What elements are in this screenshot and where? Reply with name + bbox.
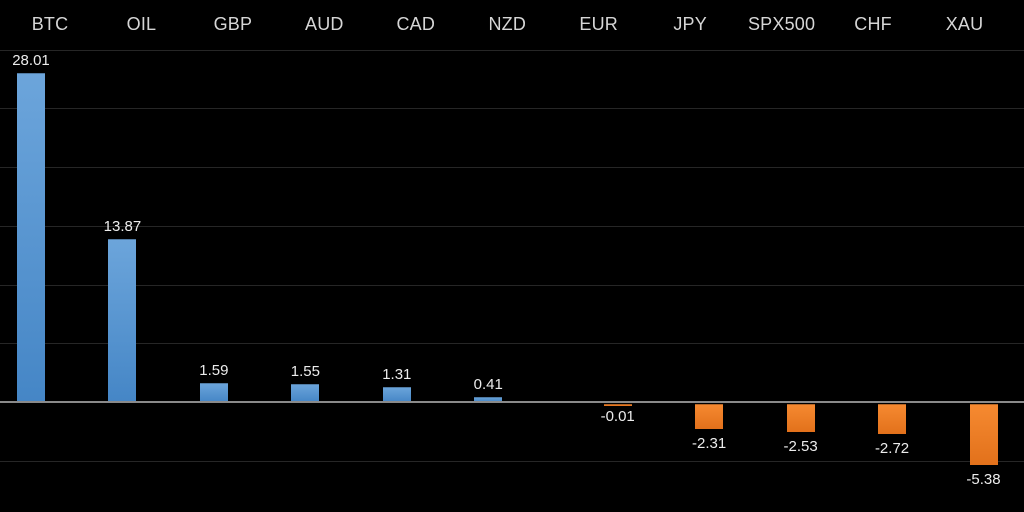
- value-label-eur: -0.01: [600, 408, 635, 426]
- zero-axis-line: [0, 401, 1024, 403]
- gridline-20: [0, 167, 1024, 168]
- value-label-chf: -2.72: [874, 439, 910, 457]
- bar-jpy: [695, 404, 724, 430]
- bar-spx500: [786, 404, 815, 432]
- category-label-xau: XAU: [945, 14, 984, 34]
- gridline-10: [0, 285, 1024, 286]
- value-label-xau: -5.38: [966, 471, 1001, 489]
- category-label-eur: EUR: [579, 14, 618, 34]
- gridline-5: [0, 343, 1024, 344]
- gridline--5: [0, 461, 1024, 462]
- value-label-spx500: -2.53: [783, 437, 818, 455]
- bar-gbp: [199, 383, 228, 402]
- gridline-30: [0, 50, 1024, 51]
- category-label-nzd: NZD: [488, 14, 527, 34]
- bar-nzd: [474, 397, 503, 402]
- category-label-aud: AUD: [305, 14, 344, 34]
- value-label-jpy: -2.31: [692, 435, 727, 453]
- bar-oil: [108, 239, 137, 402]
- category-label-btc: BTC: [31, 14, 69, 34]
- bar-eur: [603, 404, 632, 406]
- category-label-oil: OIL: [126, 14, 157, 34]
- bar-chf: [878, 404, 907, 434]
- bar-btc: [17, 73, 45, 402]
- value-label-nzd: 0.41: [473, 376, 503, 394]
- category-label-chf: CHF: [854, 14, 892, 34]
- gridline-25: [0, 108, 1024, 109]
- category-label-jpy: JPY: [673, 14, 707, 34]
- value-label-oil: 13.87: [103, 218, 142, 236]
- bar-xau: [969, 404, 998, 466]
- value-label-btc: 28.01: [12, 52, 50, 70]
- bar-cad: [382, 386, 411, 402]
- value-label-cad: 1.31: [382, 365, 412, 383]
- gridline-15: [0, 226, 1024, 227]
- category-label-gbp: GBP: [213, 14, 253, 34]
- value-label-aud: 1.55: [290, 362, 320, 380]
- category-label-cad: CAD: [396, 14, 436, 34]
- value-label-gbp: 1.59: [199, 362, 229, 380]
- category-label-spx500: SPX500: [747, 14, 816, 34]
- bar-aud: [291, 383, 320, 402]
